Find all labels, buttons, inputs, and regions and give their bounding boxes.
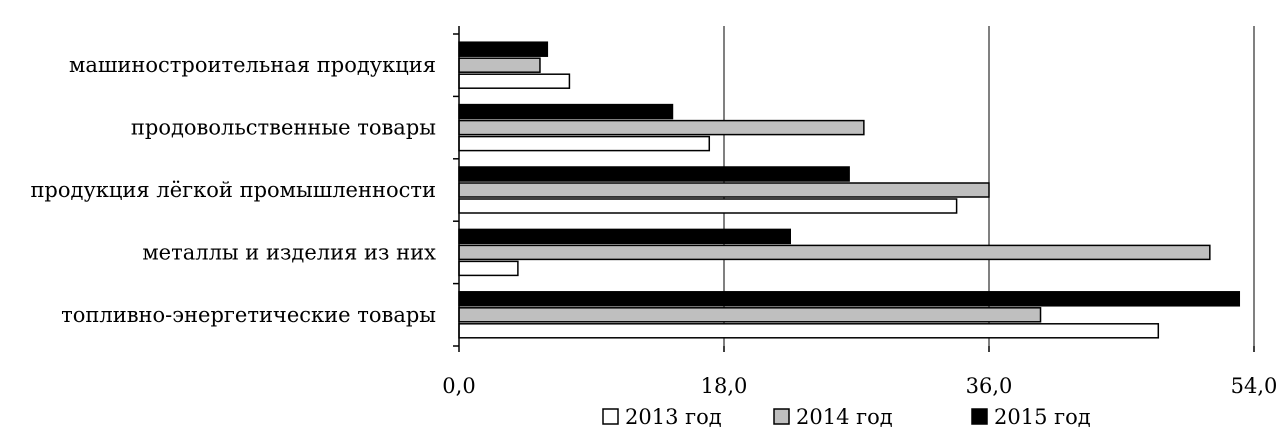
x-tick-label-3: 54,0	[1231, 374, 1278, 398]
category-label-4: металлы и изделия из них	[142, 240, 436, 264]
x-tick-label-0: 0,0	[442, 374, 475, 398]
category-label-3: продукция лёгкой промышленности	[30, 178, 436, 202]
x-tick-label-2: 36,0	[966, 374, 1013, 398]
bar-2-2	[458, 119, 865, 136]
legend-swatch-3	[971, 408, 988, 425]
category-label-2: продовольственные товары	[131, 116, 436, 140]
bar-3-4	[458, 228, 791, 245]
x-tick-label-1: 18,0	[701, 374, 748, 398]
axes	[453, 26, 1255, 352]
bar-3-3	[458, 166, 850, 182]
bar-2-3	[458, 182, 990, 198]
legend: 2013 год 2014 год 2015 год	[602, 405, 1091, 429]
tick-labels: 0,0 18,0 36,0 54,0	[442, 374, 1277, 398]
legend-label-2: 2014 год	[796, 405, 893, 429]
bar-1-3	[458, 198, 958, 214]
bar-3-1	[458, 41, 549, 57]
legend-label-1: 2013 год	[625, 405, 722, 429]
bar-1-1	[458, 73, 571, 89]
category-labels: машиностроительная продукция продовольств…	[30, 53, 436, 327]
bar-2-5	[458, 307, 1042, 323]
category-label-1: машиностроительная продукция	[69, 53, 436, 77]
bar-1-2	[458, 135, 711, 152]
legend-swatch-1	[602, 408, 619, 425]
bar-3-2	[458, 103, 674, 120]
bar-1-5	[458, 323, 1160, 339]
bar-2-1	[458, 57, 541, 73]
bars	[458, 41, 1241, 339]
legend-label-3: 2015 год	[994, 405, 1091, 429]
bar-2-4	[458, 244, 1211, 261]
bar-3-5	[458, 291, 1241, 307]
category-label-5: топливно-энергетические товары	[61, 303, 436, 327]
legend-swatch-2	[773, 408, 790, 425]
bar-1-4	[458, 260, 519, 277]
